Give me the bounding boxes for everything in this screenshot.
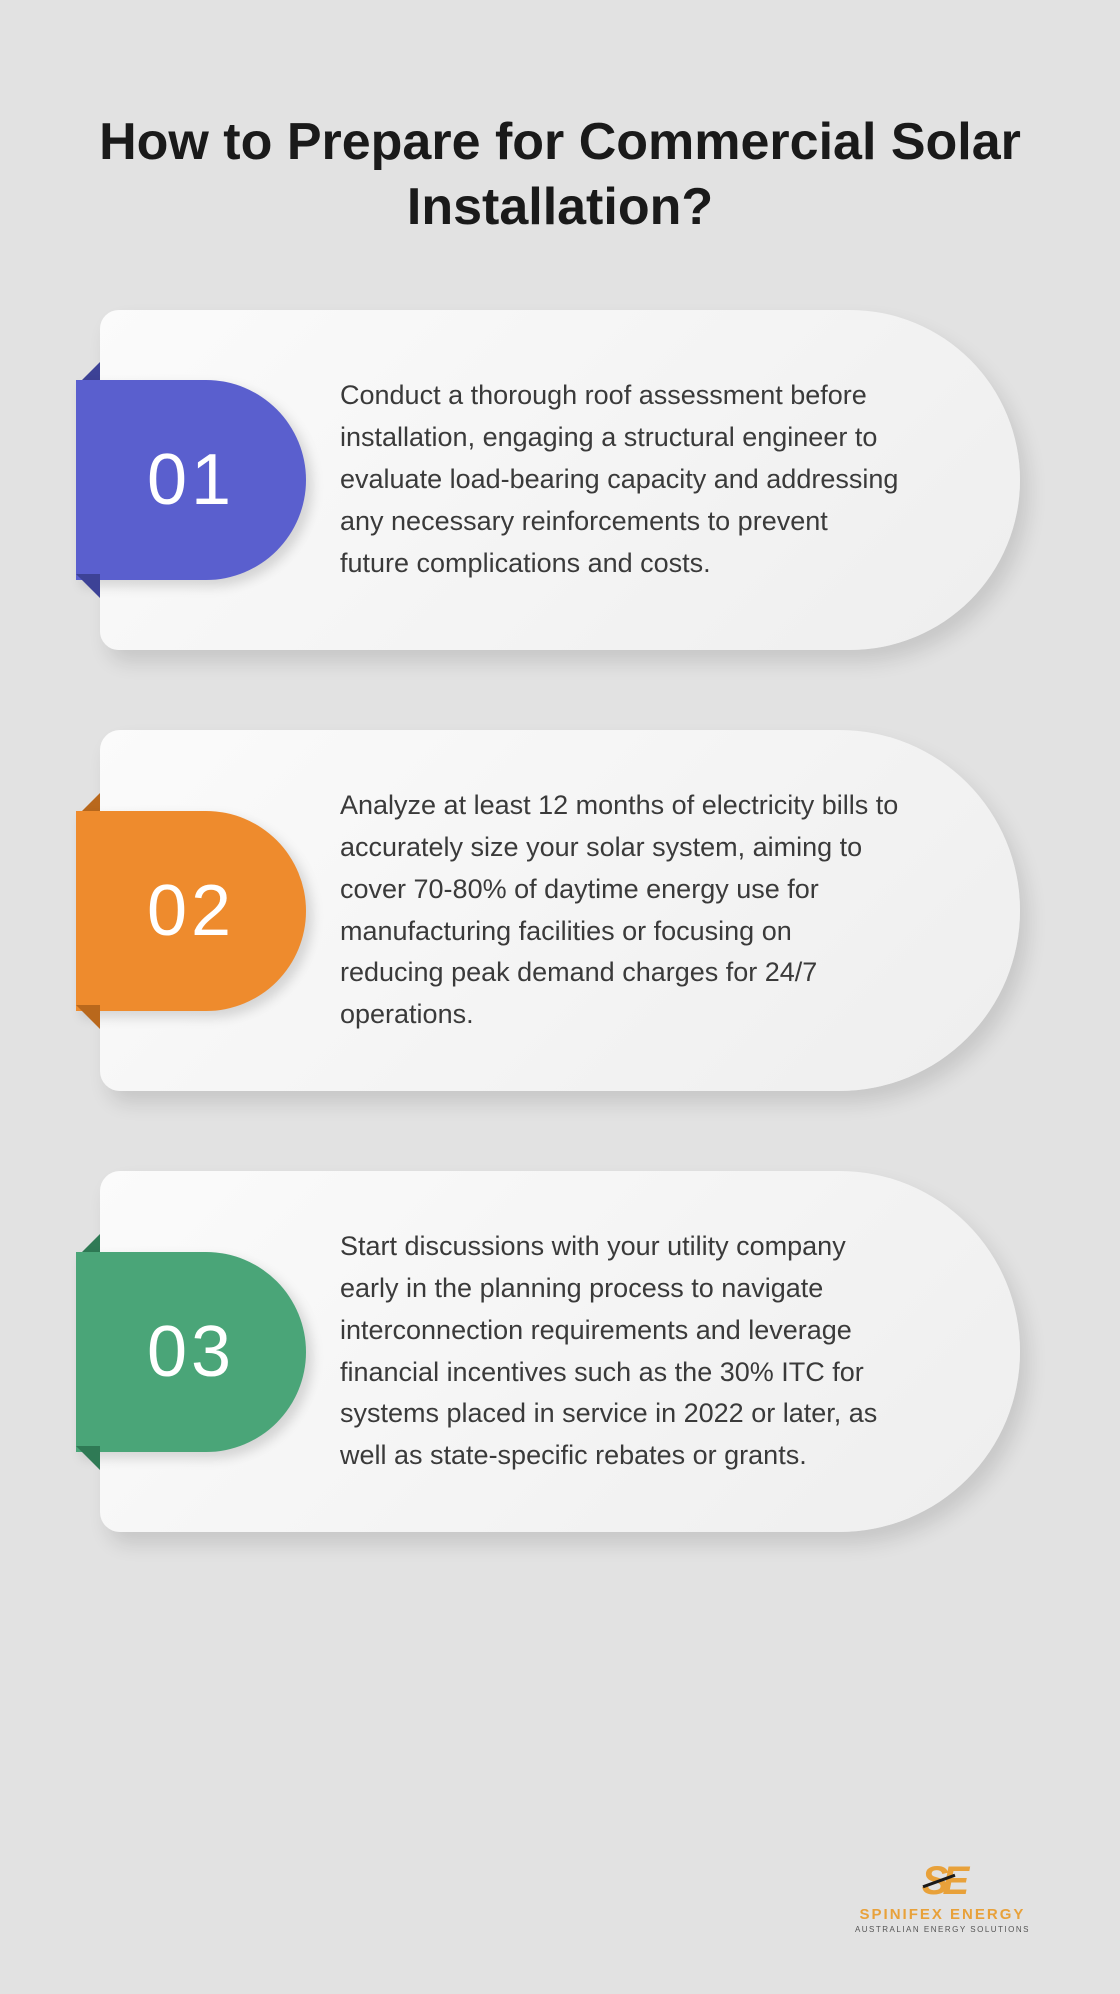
page-title: How to Prepare for Commercial Solar Inst… [0,0,1120,310]
step-number: 02 [147,870,235,952]
step-number: 03 [147,1311,235,1393]
badge-wrap: 03 [76,1252,306,1452]
logo-tagline: AUSTRALIAN ENERGY SOLUTIONS [855,1925,1030,1934]
step-card: 03 Start discussions with your utility c… [100,1171,1020,1532]
brand-logo: SE SPINIFEX ENERGY AUSTRALIAN ENERGY SOL… [855,1859,1030,1934]
fold-bottom [76,1005,100,1029]
number-badge: 03 [76,1252,306,1452]
logo-name: SPINIFEX ENERGY [855,1906,1030,1923]
step-card: 01 Conduct a thorough roof assessment be… [100,310,1020,650]
number-badge: 02 [76,811,306,1011]
fold-bottom [76,1446,100,1470]
step-text: Conduct a thorough roof assessment befor… [340,375,900,584]
step-number: 01 [147,439,235,521]
step-text: Analyze at least 12 months of electricit… [340,785,900,1036]
logo-mark: SE [855,1859,1030,1904]
card-list: 01 Conduct a thorough roof assessment be… [0,310,1120,1532]
step-card: 02 Analyze at least 12 months of electri… [100,730,1020,1091]
step-text: Start discussions with your utility comp… [340,1226,900,1477]
badge-wrap: 02 [76,811,306,1011]
badge-wrap: 01 [76,380,306,580]
fold-bottom [76,574,100,598]
number-badge: 01 [76,380,306,580]
